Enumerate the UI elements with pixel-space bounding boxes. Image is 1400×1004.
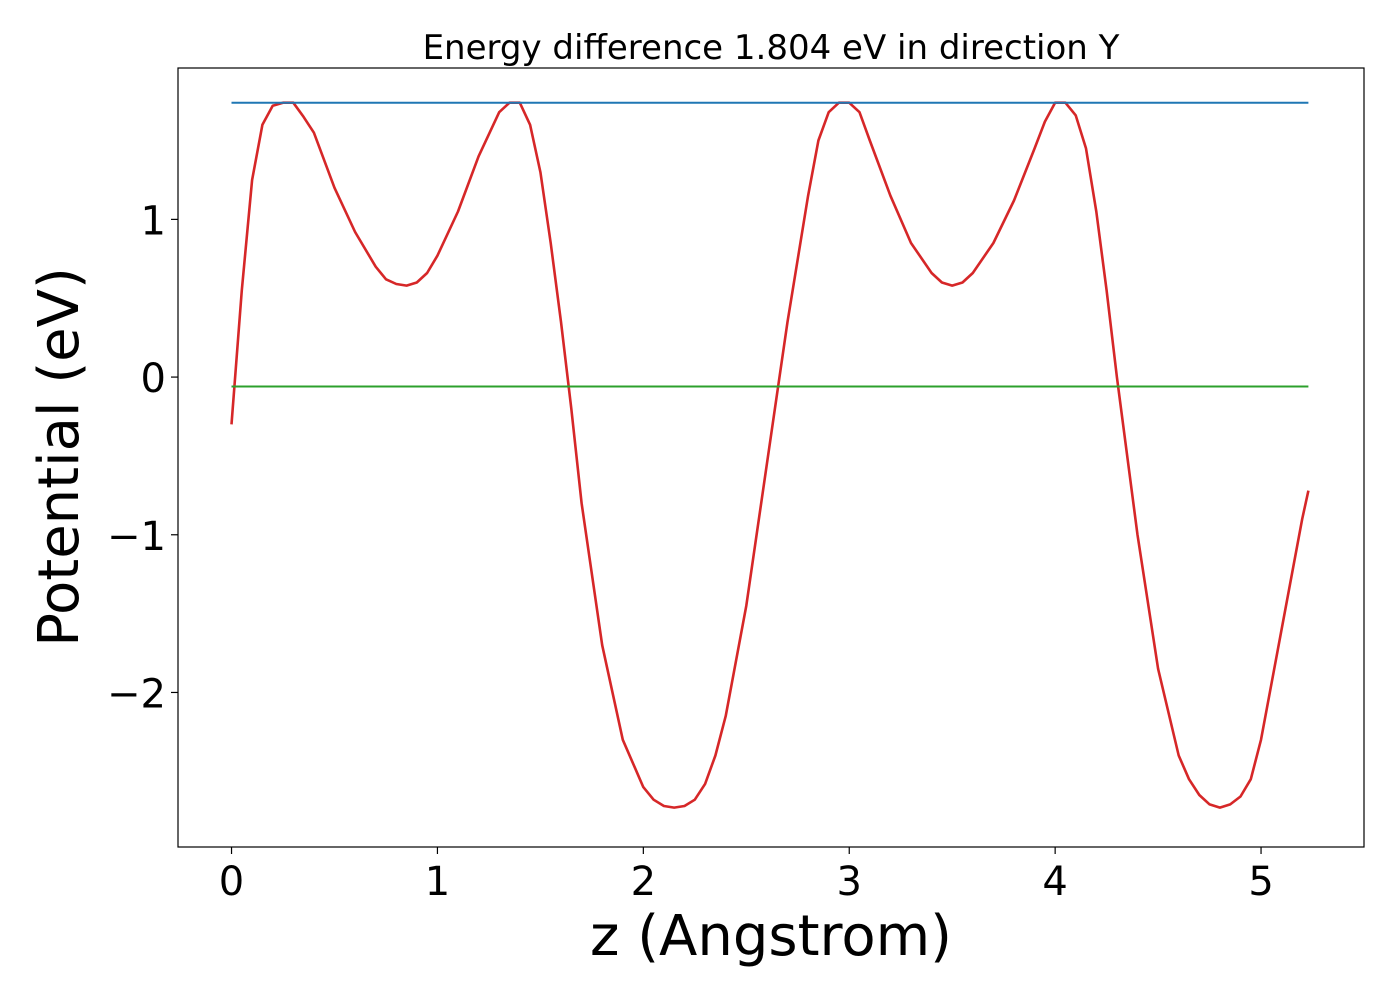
x-tick-label: 5 [1248,859,1273,905]
x-tick-label: 0 [219,859,244,905]
series-line-0 [230,101,1310,809]
y-tick-label: 1 [141,198,166,244]
x-tick-label: 3 [837,859,862,905]
x-axis-label: z (Angstrom) [590,904,952,969]
series-layer [230,101,1310,809]
plot-frame [177,67,1365,848]
y-axis-label: Potential (eV) [27,267,92,647]
y-ticks-layer: 1 0 −1 −2 [107,198,178,717]
x-tick-label: 2 [631,859,656,905]
chart-title: Energy difference 1.804 eV in direction … [423,28,1120,68]
y-tick-label: −1 [107,514,166,560]
x-ticks-layer: 0 1 2 3 4 5 [219,847,1274,905]
x-tick-label: 1 [425,859,450,905]
y-tick-label: −2 [107,671,166,717]
y-tick-label: 0 [141,356,166,402]
x-tick-label: 4 [1042,859,1067,905]
